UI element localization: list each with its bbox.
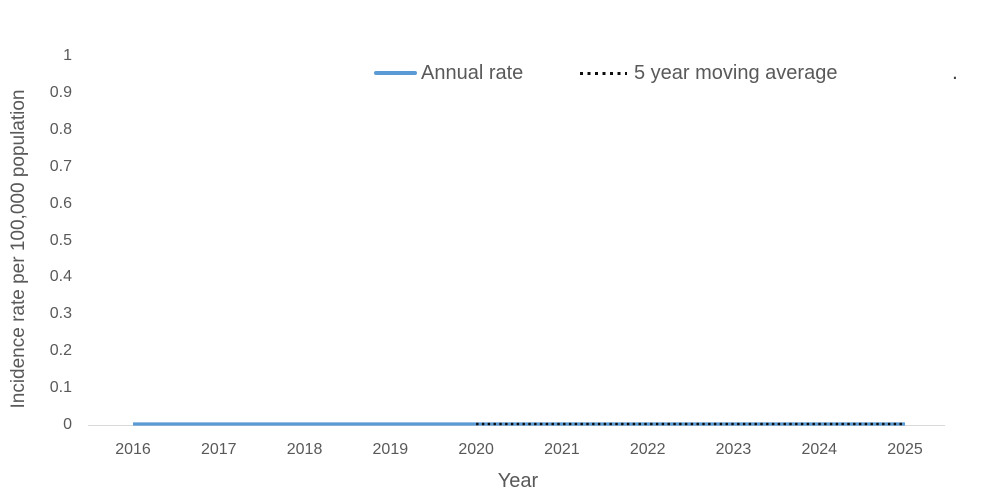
- dotted-line-swatch: [580, 71, 627, 75]
- legend-item-annual-rate: Annual rate: [374, 59, 523, 87]
- y-tick-label: 0.3: [49, 305, 72, 323]
- y-tick-label: 0.2: [49, 342, 72, 360]
- x-tick-label: 2016: [115, 441, 151, 458]
- stray-period-text: .: [952, 61, 958, 84]
- y-tick-label: 0.5: [49, 231, 72, 249]
- legend-item-moving-average: 5 year moving average: [580, 59, 837, 87]
- solid-line-swatch: [374, 71, 417, 75]
- y-tick-label: 0: [63, 416, 72, 433]
- y-tick-label: 0.6: [49, 194, 72, 212]
- x-tick-label: 2025: [887, 441, 923, 458]
- x-tick-label: 2019: [372, 441, 409, 458]
- legend-label-annual-rate: Annual rate: [421, 61, 524, 84]
- legend: Annual rate 5 year moving average: [0, 59, 1000, 87]
- x-tick-label: 2017: [200, 441, 237, 458]
- x-tick-label: 2021: [544, 441, 580, 458]
- x-tick-label: 2024: [801, 441, 838, 458]
- y-tick-label: 0.7: [49, 157, 72, 175]
- x-tick-label: 2020: [458, 441, 494, 458]
- y-tick-label: 0.4: [49, 268, 72, 286]
- y-tick-label: 0.1: [49, 379, 72, 397]
- x-tick-label: 2018: [286, 441, 323, 458]
- y-tick-label: 1: [63, 47, 72, 64]
- x-tick-label: 2023: [715, 441, 752, 458]
- x-tick-label: 2022: [629, 441, 666, 458]
- y-tick-label: 0.8: [49, 120, 72, 138]
- legend-label-moving-average: 5 year moving average: [634, 61, 838, 84]
- y-tick-label: 0.9: [49, 83, 72, 101]
- x-axis-title: Year: [497, 470, 539, 492]
